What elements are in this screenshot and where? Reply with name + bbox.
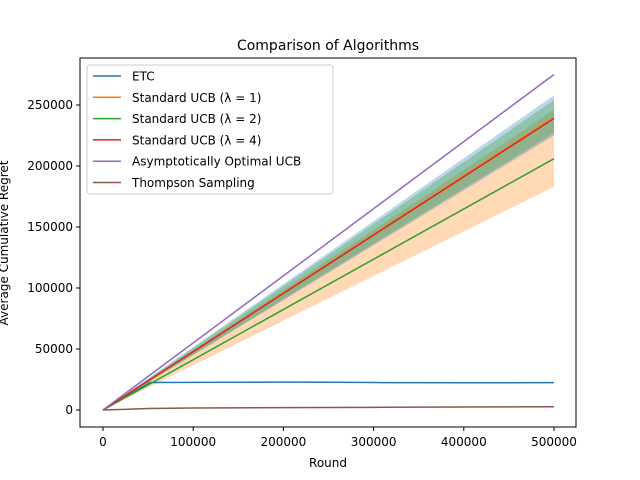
legend-label: Standard UCB (λ = 4) (132, 133, 261, 147)
x-axis-label: Round (309, 456, 347, 470)
legend-label: Standard UCB (λ = 2) (132, 112, 261, 126)
y-tick-label: 200000 (27, 159, 73, 173)
series-line-2 (102, 158, 555, 411)
chart-title: Comparison of Algorithms (237, 38, 419, 54)
legend-label: Standard UCB (λ = 1) (132, 91, 261, 105)
y-tick-label: 50000 (35, 342, 73, 356)
legend-label: Asymptotically Optimal UCB (132, 155, 301, 169)
y-axis: 0 50000 100000 150000 200000 250000 (27, 98, 80, 417)
x-tick-label: 400000 (441, 435, 487, 449)
y-tick-label: 250000 (27, 98, 73, 112)
confidence-bands (103, 95, 554, 411)
series-line-5 (102, 405, 555, 411)
legend-label: ETC (132, 70, 155, 84)
x-tick-label: 500000 (531, 435, 577, 449)
x-tick-label: 200000 (260, 435, 306, 449)
series-lines (102, 73, 555, 411)
x-tick-label: 100000 (170, 435, 216, 449)
plot-area-frame (79, 57, 577, 428)
y-tick-label: 0 (65, 403, 73, 417)
series-line-0 (102, 381, 555, 411)
x-tick-label: 300000 (351, 435, 397, 449)
band-2 (103, 100, 554, 411)
legend-label: Thompson Sampling (131, 176, 255, 190)
band-1 (103, 95, 554, 411)
y-axis-label: Average Cumulative Regret (0, 160, 11, 325)
y-tick-label: 100000 (27, 281, 73, 295)
x-axis: 0 100000 200000 300000 400000 500000 (99, 427, 577, 449)
x-tick-label: 0 (99, 435, 107, 449)
band-0 (103, 109, 554, 410)
legend: ETC Standard UCB (λ = 1) Standard UCB (λ =… (86, 64, 334, 195)
y-tick-label: 150000 (27, 220, 73, 234)
series-line-4 (102, 73, 555, 411)
series-line-3 (102, 117, 555, 411)
